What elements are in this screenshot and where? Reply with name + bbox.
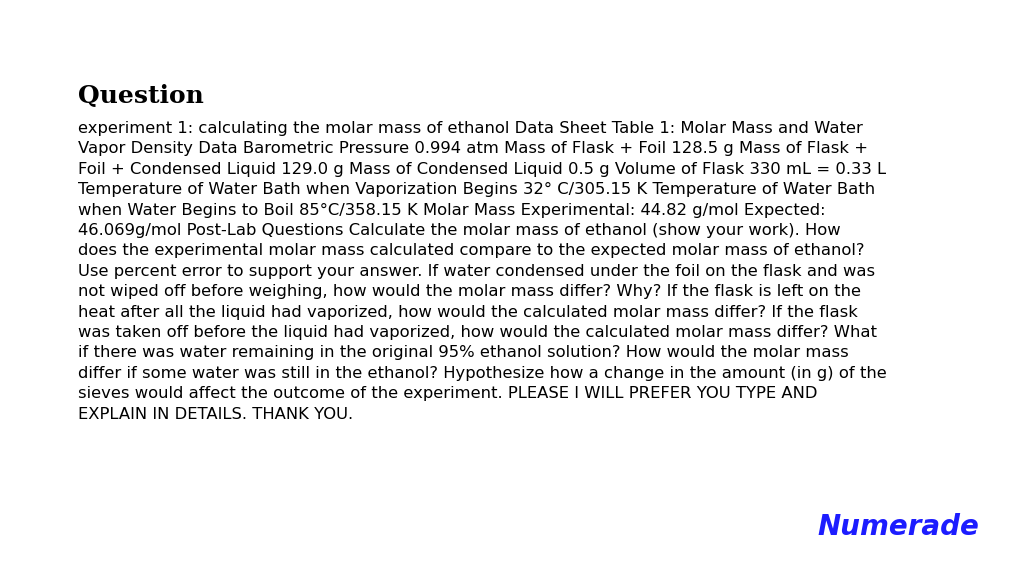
Text: experiment 1: calculating the molar mass of ethanol Data Sheet Table 1: Molar Ma: experiment 1: calculating the molar mass… [78,121,887,422]
Text: Numerade: Numerade [817,513,979,541]
Text: Question: Question [78,84,204,108]
